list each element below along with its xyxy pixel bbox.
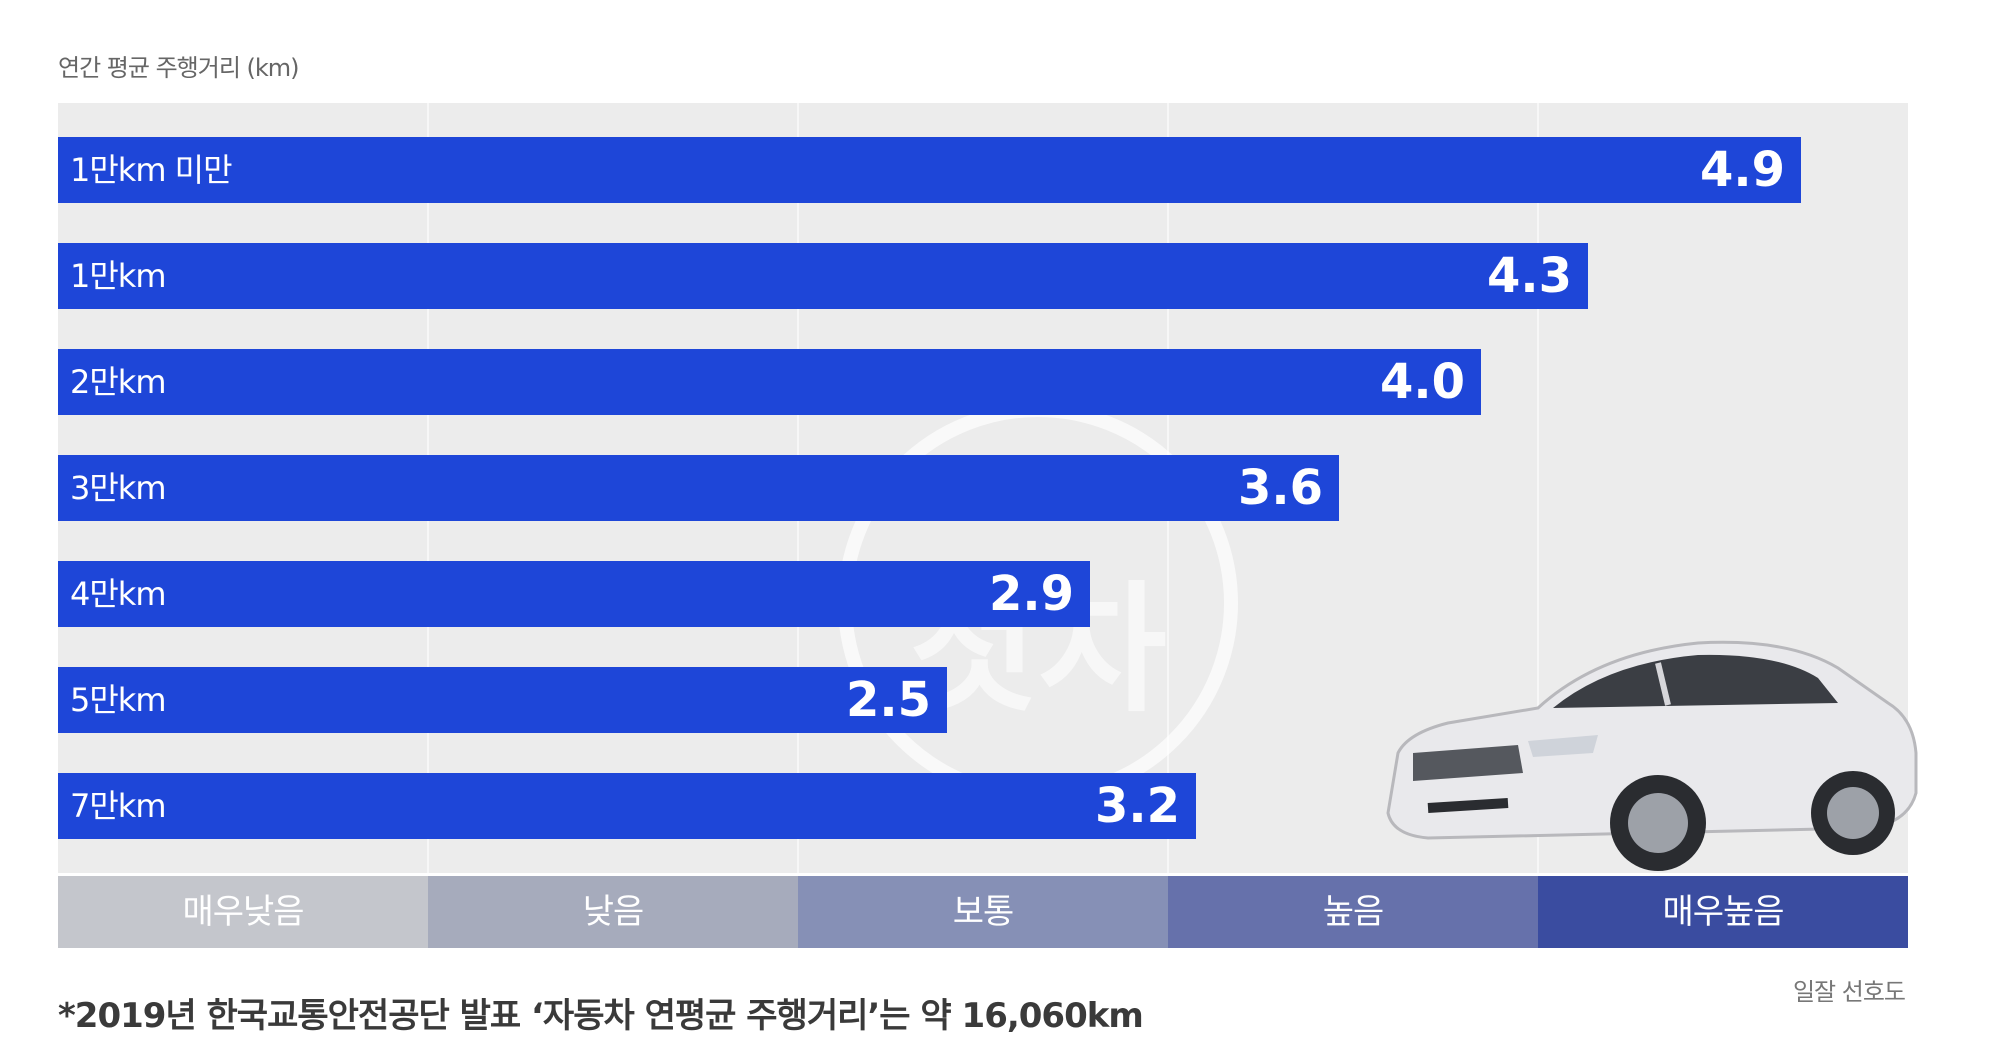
scale-band: 낮음 — [428, 876, 798, 948]
bar: 1만km 미만 4.9 — [58, 137, 1801, 203]
y-axis-label: 연간 평균 주행거리 (km) — [58, 54, 300, 82]
scale-band: 매우낮음 — [58, 876, 428, 948]
category-label: 1만km 미만 — [70, 151, 233, 189]
credit: 일잘 선호도 — [1792, 978, 1906, 1006]
bar: 7만km 3.2 — [58, 773, 1196, 839]
category-label: 7만km — [70, 787, 167, 825]
data-label: 2.9 — [988, 566, 1074, 622]
gridline — [1537, 103, 1539, 873]
data-label: 4.0 — [1379, 354, 1465, 410]
category-label: 1만km — [70, 257, 167, 295]
scale-band: 보통 — [798, 876, 1168, 948]
plot-area: 첫차 1만km 미만 4.9 1만km 4.3 2만km 4.0 3만km 3.6 4만km 2.… — [58, 103, 1918, 873]
category-label: 3만km — [70, 469, 167, 507]
category-label: 5만km — [70, 681, 167, 719]
category-label: 2만km — [70, 363, 167, 401]
data-label: 2.5 — [845, 672, 931, 728]
data-label: 3.6 — [1237, 460, 1323, 516]
bar: 2만km 4.0 — [58, 349, 1481, 415]
bar: 5만km 2.5 — [58, 667, 947, 733]
car-illustration — [1386, 640, 1918, 871]
category-label: 4만km — [70, 575, 167, 613]
bar: 3만km 3.6 — [58, 455, 1339, 521]
data-label: 4.9 — [1699, 142, 1785, 198]
footnote: *2019년 한국교통안전공단 발표 ‘자동차 연평균 주행거리’는 약 16,… — [58, 996, 1144, 1036]
data-label: 3.2 — [1094, 778, 1180, 834]
data-label: 4.3 — [1486, 248, 1572, 304]
scale-band: 높음 — [1168, 876, 1538, 948]
bar: 1만km 4.3 — [58, 243, 1588, 309]
bar: 4만km 2.9 — [58, 561, 1090, 627]
scale-band: 매우높음 — [1538, 876, 1908, 948]
